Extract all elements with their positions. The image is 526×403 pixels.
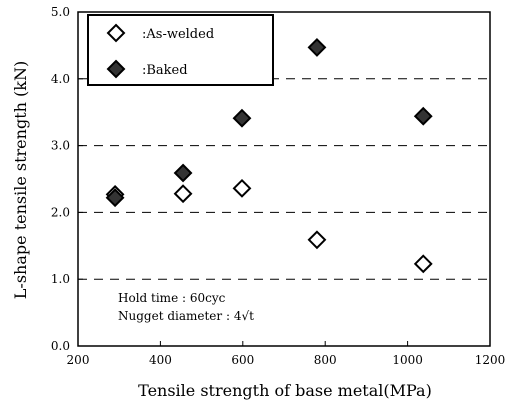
baked-point bbox=[105, 188, 125, 208]
legend-marker-baked bbox=[106, 59, 126, 79]
axis-ticks bbox=[77, 11, 491, 347]
as-welded-point bbox=[413, 254, 433, 274]
data-points bbox=[105, 37, 433, 274]
legend-label-as-welded: :As-welded bbox=[142, 27, 214, 42]
gridlines bbox=[78, 78, 490, 280]
legend-label-baked: :Baked bbox=[142, 63, 188, 78]
x-tick-label: 200 bbox=[67, 353, 90, 367]
y-axis-ticks: 0.0 1.0 2.0 3.0 4.0 5.0 bbox=[51, 5, 70, 353]
baked-point bbox=[232, 108, 252, 128]
baked-point bbox=[307, 37, 327, 57]
y-tick-label: 5.0 bbox=[51, 5, 70, 19]
x-tick-label: 800 bbox=[314, 353, 337, 367]
y-axis-label: L-shape tensile strength (kN) bbox=[11, 61, 30, 299]
y-tick-label: 3.0 bbox=[51, 139, 70, 153]
x-axis-ticks: 200 400 600 800 1000 1200 bbox=[67, 353, 506, 367]
x-axis-label: Tensile strength of base metal(MPa) bbox=[138, 381, 432, 400]
annotation-hold-time: Hold time : 60cyc bbox=[118, 291, 226, 305]
as-welded-point bbox=[232, 178, 252, 198]
y-tick-label: 2.0 bbox=[51, 205, 70, 219]
legend-marker-as-welded bbox=[106, 23, 126, 43]
plot-area-frame bbox=[77, 11, 491, 347]
annotation-nugget-diameter: Nugget diameter : 4√t bbox=[118, 309, 254, 323]
x-tick-label: 400 bbox=[149, 353, 172, 367]
y-tick-label: 4.0 bbox=[51, 72, 70, 86]
x-tick-label: 1200 bbox=[475, 353, 506, 367]
baked-point bbox=[413, 106, 433, 126]
x-tick-label: 1000 bbox=[392, 353, 423, 367]
as-welded-point bbox=[307, 230, 327, 250]
legend: :As-welded :Baked bbox=[87, 14, 274, 86]
y-tick-label: 0.0 bbox=[51, 339, 70, 353]
y-tick-label: 1.0 bbox=[51, 272, 70, 286]
x-tick-label: 600 bbox=[231, 353, 254, 367]
baked-point bbox=[173, 163, 193, 183]
as-welded-point bbox=[173, 184, 193, 204]
